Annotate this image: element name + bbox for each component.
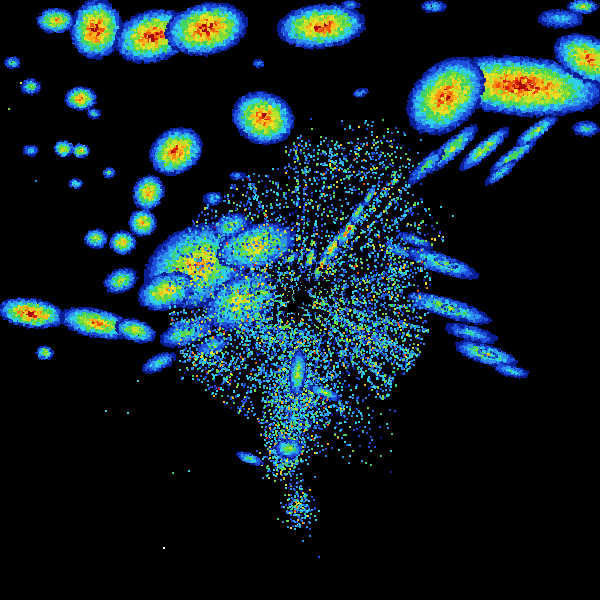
radar-display (0, 0, 600, 600)
radar-reflectivity-canvas (0, 0, 600, 600)
